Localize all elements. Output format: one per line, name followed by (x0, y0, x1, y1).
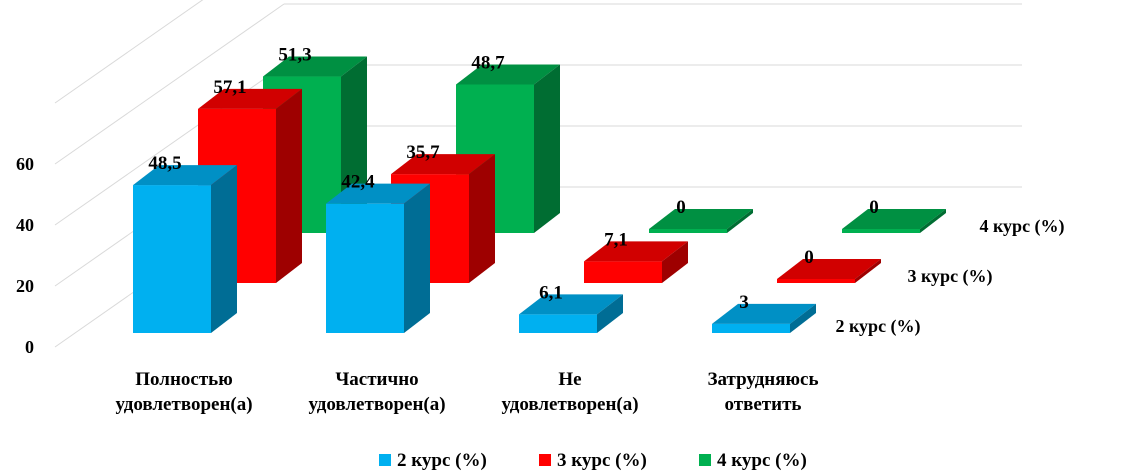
y-tick-label: 40 (16, 215, 34, 235)
bar (326, 183, 430, 333)
data-label: 48,7 (471, 52, 505, 73)
data-label: 3 (739, 292, 749, 313)
category-label: Полностью (135, 369, 232, 390)
legend-item: 2 курс (%) (379, 450, 487, 471)
bar-front (326, 203, 404, 333)
data-label: 51,3 (278, 45, 311, 66)
data-label: 7,1 (604, 229, 628, 250)
data-label: 57,1 (213, 77, 246, 98)
bar-side (534, 64, 560, 233)
bar-top (198, 88, 302, 109)
data-label: 6,1 (539, 282, 563, 303)
category-label: ответить (725, 394, 802, 415)
bar (133, 165, 237, 333)
axis-layer: 0 20 40 60 4 курс (%) 3 курс (%) 2 курс (%) Пол… (16, 154, 1065, 415)
legend-swatch (379, 454, 391, 466)
category-label: удовлетворен(а) (501, 394, 638, 415)
bar-top (133, 165, 237, 186)
bar-side (855, 259, 881, 283)
bar-top (842, 209, 946, 229)
bar-side (790, 303, 816, 333)
bar-side (211, 165, 237, 333)
bar-top (777, 259, 881, 279)
bar-side (404, 183, 430, 333)
bar-front (777, 279, 855, 283)
category-label: удовлетворен(а) (308, 394, 445, 415)
legend-swatch (699, 454, 711, 466)
y-tick-label: 0 (25, 337, 34, 357)
y-tick-label: 60 (16, 154, 34, 174)
bar-top (584, 241, 688, 262)
data-label: 48,5 (148, 153, 181, 174)
bar-side (597, 294, 623, 333)
bar-side (276, 88, 302, 283)
data-label: 35,7 (406, 142, 440, 163)
bars-layer (133, 56, 946, 333)
category-label: Не (558, 369, 581, 390)
depth-axis-label: 4 курс (%) (979, 216, 1064, 237)
bar-front (842, 229, 920, 233)
bar-top (263, 56, 367, 77)
legend-swatch (539, 454, 551, 466)
bar-side (727, 209, 753, 233)
data-label: 42,4 (341, 172, 375, 193)
bar (712, 303, 816, 333)
depth-axis-label: 3 курс (%) (907, 266, 992, 287)
legend-item: 4 курс (%) (699, 450, 807, 471)
bar-front (519, 314, 597, 333)
bar (842, 209, 946, 233)
legend-layer: 2 курс (%) 3 курс (%) 4 курс (%) (379, 450, 807, 471)
bar (649, 209, 753, 233)
bar-top (326, 183, 430, 204)
labels-layer: 51,3 48,7 0 0 57,1 35,7 7,1 0 48,5 42,4 6,1 3 (148, 45, 878, 313)
bar-front (133, 185, 211, 333)
bar-top (456, 64, 560, 85)
bar (777, 259, 881, 283)
bar-side (469, 154, 495, 283)
bar-front (712, 323, 790, 333)
category-label: Затрудняюсь (707, 369, 818, 390)
bar (584, 241, 688, 283)
data-label: 0 (869, 197, 879, 218)
depth-axis-label: 2 курс (%) (835, 316, 920, 337)
bar-top (712, 303, 816, 324)
bar-front (584, 261, 662, 283)
bar-top (519, 294, 623, 315)
bar-side (662, 241, 688, 283)
legend-label: 4 курс (%) (717, 450, 807, 471)
data-label: 0 (676, 197, 686, 218)
legend-label: 2 курс (%) (397, 450, 487, 471)
bar-side (920, 209, 946, 233)
category-label: удовлетворен(а) (115, 394, 252, 415)
legend-item: 3 курс (%) (539, 450, 647, 471)
bar (519, 294, 623, 333)
category-label: Частично (335, 369, 418, 390)
bar-top (649, 209, 753, 229)
data-label: 0 (804, 247, 814, 268)
bar-top (391, 154, 495, 175)
legend-label: 3 курс (%) (557, 450, 647, 471)
bar-front (649, 229, 727, 233)
y-tick-label: 20 (16, 276, 34, 296)
